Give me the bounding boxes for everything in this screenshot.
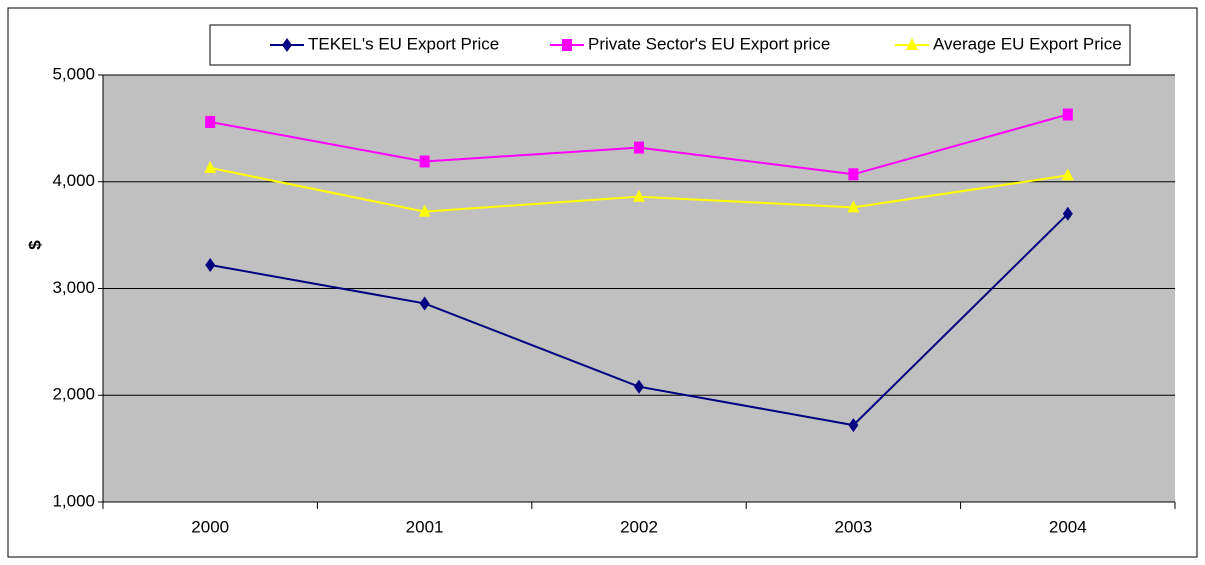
data-point: [847, 200, 860, 213]
data-point: [848, 168, 859, 181]
data-point: [419, 296, 430, 311]
y-tick-label: 5,000: [52, 64, 95, 83]
data-point: [1062, 206, 1073, 221]
x-tick-label: 2002: [620, 517, 658, 536]
x-tick-label: 2000: [191, 517, 229, 536]
legend-label: TEKEL's EU Export Price: [308, 34, 499, 53]
y-tick-label: 2,000: [52, 385, 95, 404]
x-tick-label: 2004: [1049, 517, 1087, 536]
data-point: [848, 418, 859, 433]
legend-label: Private Sector's EU Export price: [588, 34, 830, 53]
data-point: [1061, 168, 1074, 181]
y-tick-label: 4,000: [52, 171, 95, 190]
legend-marker: [562, 39, 572, 51]
legend-marker: [282, 38, 292, 52]
data-point: [634, 141, 644, 154]
x-tick-label: 2003: [834, 517, 872, 536]
data-point: [634, 379, 644, 394]
y-tick-label: 1,000: [52, 491, 95, 510]
data-point: [205, 258, 216, 273]
data-point: [418, 204, 431, 217]
y-axis-label: $: [25, 240, 44, 250]
data-point: [204, 160, 217, 173]
data-point: [205, 115, 216, 128]
data-point: [633, 189, 645, 202]
legend-marker: [906, 38, 918, 50]
legend-box: [209, 24, 1131, 66]
x-tick-label: 2001: [406, 517, 444, 536]
data-point: [419, 155, 430, 168]
legend-label: Average EU Export Price: [933, 34, 1122, 53]
data-point: [1062, 108, 1073, 121]
y-tick-label: 3,000: [52, 278, 95, 297]
